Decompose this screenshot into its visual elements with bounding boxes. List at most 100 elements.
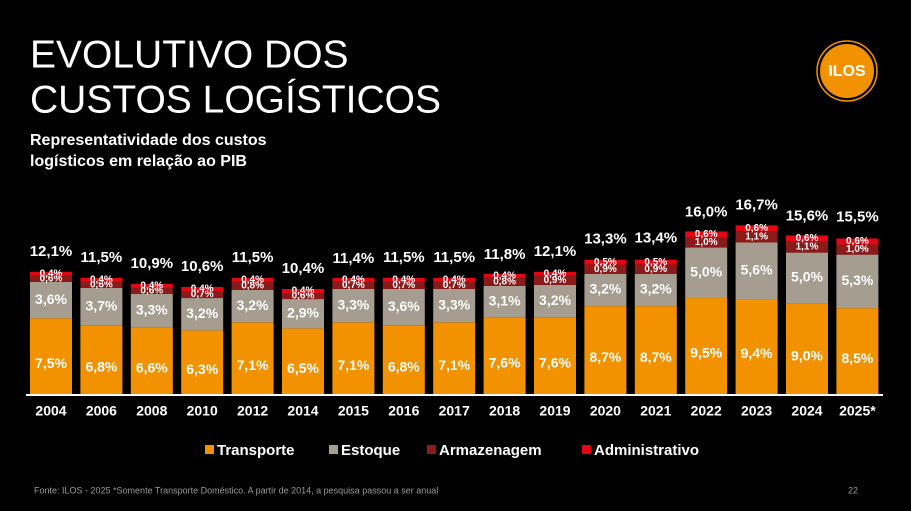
- value-label: 1,0%: [695, 237, 718, 248]
- total-label: 11,5%: [81, 249, 123, 266]
- bar-segment: [181, 298, 224, 331]
- x-tick-label: 2014: [287, 403, 318, 419]
- value-label: 0,6%: [40, 274, 63, 285]
- bar-segment: [685, 298, 728, 394]
- value-label: 0,6%: [140, 286, 163, 297]
- x-tick-label: 2012: [237, 403, 268, 419]
- value-label: 6,3%: [186, 361, 218, 377]
- value-label: 0,4%: [241, 275, 264, 286]
- value-label: 0,4%: [292, 286, 315, 297]
- value-label: 7,5%: [35, 355, 67, 371]
- value-label: 3,7%: [85, 297, 117, 313]
- bar-segment: [786, 241, 828, 253]
- value-label: 3,6%: [35, 291, 67, 307]
- value-label: 2,9%: [287, 304, 319, 320]
- value-label: 7,6%: [539, 354, 571, 370]
- total-label: 15,6%: [786, 207, 829, 224]
- value-label: 0,4%: [40, 268, 63, 279]
- value-label: 0,6%: [695, 229, 718, 240]
- bar-segment: [282, 288, 324, 293]
- x-tick-label: 2018: [489, 403, 520, 419]
- value-label: 5,0%: [791, 269, 823, 285]
- value-label: 1,1%: [796, 242, 819, 253]
- bar-segment: [735, 231, 778, 243]
- value-label: 9,4%: [741, 345, 773, 361]
- bar-segment: [382, 288, 425, 326]
- bar-segment: [483, 285, 526, 318]
- bar-segment: [433, 288, 476, 323]
- value-label: 8,5%: [841, 350, 873, 366]
- bar-segment: [836, 244, 879, 255]
- bar-segment: [836, 254, 879, 309]
- bar-segment: [433, 322, 476, 394]
- value-label: 7,6%: [489, 354, 521, 370]
- total-label: 10,4%: [282, 260, 325, 277]
- value-label: 0,5%: [644, 257, 667, 268]
- x-tick-label: 2004: [35, 403, 66, 419]
- value-label: 0,5%: [594, 257, 617, 268]
- value-label: 0,4%: [493, 270, 516, 281]
- value-label: 0,8%: [241, 281, 264, 292]
- value-label: 3,3%: [438, 296, 470, 312]
- bar-segment: [30, 271, 72, 276]
- total-label: 16,0%: [685, 203, 728, 220]
- value-label: 3,2%: [589, 281, 621, 297]
- legend-label: Transporte: [217, 442, 295, 459]
- value-label: 5,0%: [690, 264, 722, 280]
- value-label: 5,6%: [741, 261, 773, 277]
- bar-segment: [534, 317, 576, 394]
- bar-segment: [786, 235, 828, 242]
- total-label: 11,5%: [383, 249, 425, 266]
- value-label: 8,7%: [589, 349, 621, 365]
- value-label: 0,4%: [392, 275, 415, 286]
- legend-swatch: [582, 445, 591, 454]
- value-label: 3,3%: [337, 296, 369, 312]
- bar-segment: [584, 259, 627, 265]
- x-tick-label: 2008: [136, 403, 167, 419]
- bar-segment: [483, 277, 526, 286]
- value-label: 1,0%: [846, 244, 869, 255]
- value-label: 0,4%: [191, 284, 214, 295]
- bar-segment: [634, 273, 677, 307]
- value-label: 6,6%: [136, 359, 168, 375]
- value-label: 3,3%: [136, 301, 168, 317]
- value-label: 0,7%: [191, 289, 214, 300]
- value-label: 7,1%: [438, 357, 470, 373]
- total-label: 11,5%: [232, 249, 274, 266]
- bar-segment: [382, 325, 425, 394]
- value-label: 3,2%: [640, 281, 672, 297]
- bar-segment: [735, 225, 778, 232]
- value-label: 0,9%: [544, 275, 567, 286]
- value-label: 0,6%: [292, 291, 315, 302]
- x-tick-label: 2020: [590, 403, 621, 419]
- bar-segment: [80, 325, 123, 394]
- bar-segment: [433, 277, 476, 282]
- page-number: 22: [848, 485, 858, 495]
- x-tick-label: 2010: [187, 403, 218, 419]
- total-label: 10,6%: [181, 258, 224, 275]
- value-label: 0,4%: [544, 268, 567, 279]
- value-label: 3,2%: [237, 297, 269, 313]
- legend-swatch: [427, 445, 436, 454]
- subtitle-line: Representatividade dos custos: [30, 132, 267, 149]
- value-label: 5,3%: [841, 272, 873, 288]
- bar-segment: [584, 306, 627, 394]
- bar-segment: [80, 277, 123, 282]
- legend-label: Estoque: [341, 442, 400, 459]
- total-label: 11,4%: [333, 250, 375, 267]
- bar-segment: [634, 259, 677, 265]
- value-label: 0,7%: [342, 280, 365, 291]
- bar-segment: [836, 238, 879, 245]
- x-tick-label: 2019: [539, 403, 570, 419]
- source: Fonte: ILOS - 2025 *Somente Transporte D…: [34, 485, 438, 495]
- value-label: 3,2%: [186, 305, 218, 321]
- bar-segment: [80, 281, 123, 288]
- bar-segment: [433, 281, 476, 289]
- total-label: 13,3%: [584, 231, 627, 248]
- bar-segment: [30, 275, 72, 282]
- bar-segment: [332, 288, 375, 323]
- legend-label: Armazenagem: [439, 442, 542, 459]
- bar-segment: [836, 308, 879, 394]
- bar-segment: [30, 318, 72, 394]
